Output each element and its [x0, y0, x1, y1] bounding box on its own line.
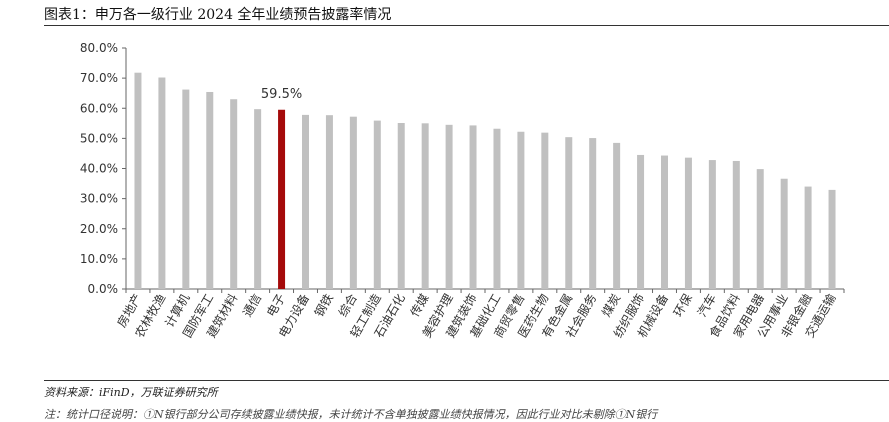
bar — [517, 131, 525, 289]
y-tick-label: 70.0% — [80, 71, 118, 85]
y-tick-label: 0.0% — [88, 282, 119, 296]
category-label: 钢铁 — [312, 292, 336, 320]
bottom-rule — [44, 380, 889, 381]
y-tick-label: 80.0% — [80, 41, 118, 55]
bar — [589, 138, 597, 289]
bar — [397, 123, 405, 289]
category-label: 汽车 — [694, 291, 719, 319]
category-label: 煤炭 — [599, 292, 623, 320]
figure-title: 图表1：申万各一级行业 2024 全年业绩预告披露率情况 — [44, 7, 392, 23]
bar — [445, 124, 453, 289]
bar — [613, 142, 621, 289]
bar — [493, 128, 501, 289]
category-label: 综合 — [335, 291, 360, 319]
bar — [780, 178, 788, 289]
y-tick-label: 30.0% — [80, 192, 118, 206]
category-label: 通信 — [240, 292, 264, 320]
y-tick-label: 50.0% — [80, 131, 118, 145]
bar-highlight — [278, 109, 286, 289]
footnote: 注：统计口径说明：①N银行部分公司存续披露业绩快报，未计统计不含单独披露业绩快报… — [44, 408, 658, 421]
highlight-annotation: 59.5% — [261, 87, 302, 102]
bar — [565, 137, 573, 289]
category-label: 环保 — [671, 292, 695, 320]
category-label: 电子 — [264, 292, 288, 320]
bar — [230, 99, 238, 290]
y-tick-label: 60.0% — [80, 101, 118, 115]
bar — [254, 109, 262, 289]
bar — [708, 160, 716, 289]
bar — [541, 132, 549, 289]
bar — [325, 115, 333, 290]
bar — [732, 160, 740, 289]
bar — [804, 186, 812, 289]
bar — [469, 125, 477, 289]
source-note: 资料来源：iFinD，万联证券研究所 — [44, 386, 218, 399]
bar — [158, 77, 166, 290]
y-tick-label: 40.0% — [80, 162, 118, 176]
bar — [302, 114, 309, 289]
bar — [206, 91, 214, 289]
bar — [421, 123, 429, 289]
category-label: 传媒 — [407, 291, 432, 319]
bar — [661, 155, 668, 289]
bar — [349, 116, 357, 289]
bar — [828, 189, 836, 289]
bar — [182, 89, 190, 289]
y-tick-label: 10.0% — [80, 252, 118, 266]
bar — [756, 169, 764, 289]
bar — [373, 120, 381, 289]
bar — [134, 72, 142, 289]
bar — [637, 154, 645, 289]
y-tick-label: 20.0% — [80, 222, 118, 236]
bar — [684, 157, 692, 289]
top-rule — [44, 25, 889, 26]
